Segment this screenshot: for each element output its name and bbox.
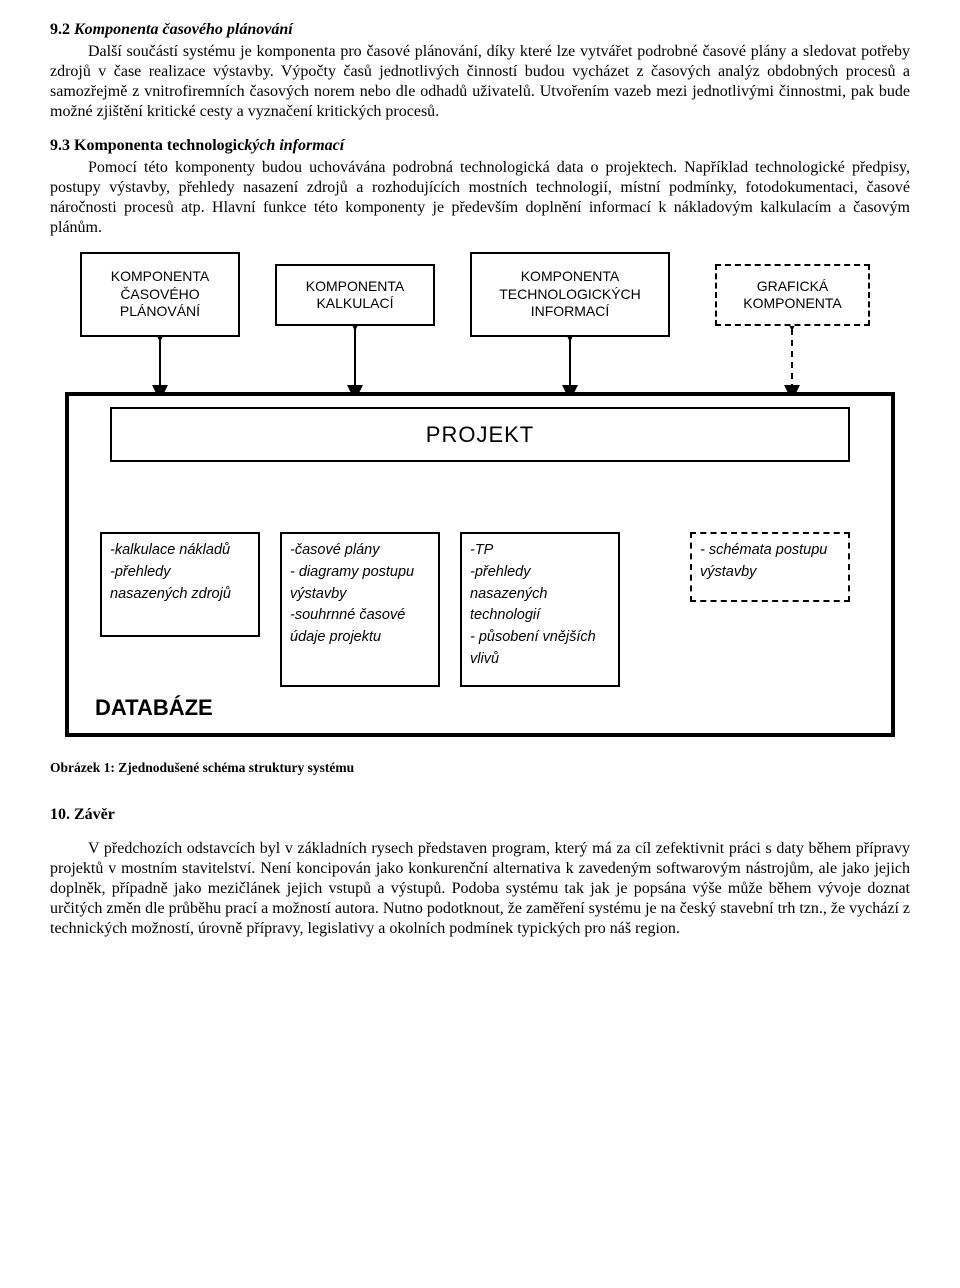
heading-10: 10. Závěr [50,805,910,825]
figure-caption: Obrázek 1: Zjednodušené schéma struktury… [50,760,910,777]
heading-9-3-num: 9.3 [50,137,70,154]
diagram-detail-3: -TP-přehledy nasazených technologií- půs… [460,532,620,687]
diagram-detail-1: -kalkulace nákladů-přehledy nasazených z… [100,532,260,637]
para-10: V předchozích odstavcích byl v základníc… [50,839,910,939]
diagram-projekt-box: PROJEKT [110,407,850,462]
para-9-3: Pomocí této komponenty budou uchovávána … [50,158,910,238]
heading-9-2-title: Komponenta časového plánování [70,21,293,38]
diagram-database-label: DATABÁZE [95,694,213,722]
diagram-box-kalkulaci: KOMPONENTA KALKULACÍ [275,264,435,326]
diagram-projekt-label: PROJEKT [426,421,534,449]
diagram-system-schema: KOMPONENTA ČASOVÉHO PLÁNOVÁNÍ KOMPONENTA … [50,252,910,742]
diagram-box-graficka: GRAFICKÁ KOMPONENTA [715,264,870,326]
heading-9-3: 9.3 Komponenta technologických informací [50,136,910,156]
diagram-detail-4: - schémata postupu výstavby [690,532,850,602]
diagram-box-casove: KOMPONENTA ČASOVÉHO PLÁNOVÁNÍ [80,252,240,337]
heading-9-2-num: 9.2 [50,21,70,38]
diagram-box-tech: KOMPONENTA TECHNOLOGICKÝCH INFORMACÍ [470,252,670,337]
diagram-detail-2: -časové plány- diagramy postupu výstavby… [280,532,440,687]
para-9-2: Další součástí systému je komponenta pro… [50,42,910,122]
heading-9-2: 9.2 Komponenta časového plánování [50,20,910,40]
